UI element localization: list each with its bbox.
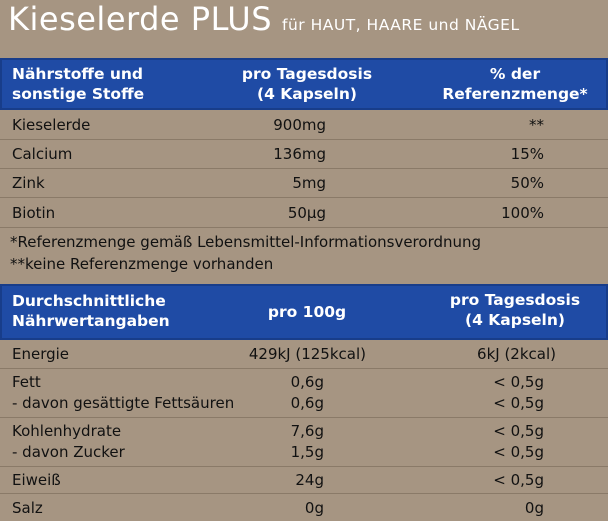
- nutrition-label: Salz: [12, 499, 43, 517]
- header-reference: % der Referenzmenge*: [430, 64, 600, 104]
- nutrient-amount: 900mg: [273, 116, 326, 134]
- nutrition-per100-sub: 1,5g: [290, 443, 324, 461]
- header-daily-dose-2-line1: pro Tagesdosis: [449, 291, 581, 309]
- nutrition-label: Fett: [12, 373, 41, 391]
- table-row: Kohlenhydrate - davon Zucker 7,6g 1,5g <…: [0, 418, 608, 467]
- nutrition-daily: < 0,5g: [493, 471, 544, 489]
- nutrient-reference: 50%: [510, 174, 544, 192]
- nutrient-amount: 5mg: [292, 174, 326, 192]
- nutrition-label: Kohlenhydrate: [12, 422, 122, 440]
- header-daily-dose-line2: (4 Kapseln): [256, 85, 357, 103]
- table-row: Energie 429kJ (125kcal) 6kJ (2kcal): [0, 341, 608, 369]
- nutrition-per100-sub: 0,6g: [290, 394, 324, 412]
- table-row: Kieselerde 900mg **: [0, 111, 608, 140]
- header-daily-dose-line1: pro Tagesdosis: [241, 65, 373, 83]
- nutrient-name: Biotin: [12, 204, 56, 222]
- nutrition-per100: 24g: [295, 471, 324, 489]
- header-daily-dose-2-line2: (4 Kapseln): [464, 311, 565, 329]
- product-subtitle: für HAUT, HAARE und NÄGEL: [282, 16, 520, 34]
- header-per-100g: pro 100g: [222, 302, 392, 322]
- header-average-values: Durchschnittliche Nährwertangaben: [12, 291, 170, 331]
- nutrition-sublabel: - davon gesättigte Fettsäuren: [12, 394, 235, 412]
- nutrient-name: Kieselerde: [12, 116, 91, 134]
- product-name: Kieselerde PLUS: [8, 0, 273, 38]
- nutrition-per100: 0,6g: [290, 373, 324, 391]
- product-title: Kieselerde PLUS für HAUT, HAARE und NÄGEL: [8, 0, 520, 46]
- table-row: Fett - davon gesättigte Fettsäuren 0,6g …: [0, 369, 608, 418]
- nutrient-name: Zink: [12, 174, 45, 192]
- table-row: Zink 5mg 50%: [0, 169, 608, 198]
- nutrient-reference: 100%: [501, 204, 544, 222]
- nutrition-per100: 0g: [304, 499, 324, 517]
- nutrition-daily-sub: < 0,5g: [493, 394, 544, 412]
- nutrition-daily: 0g: [524, 499, 544, 517]
- header-daily-dose-2: pro Tagesdosis (4 Kapseln): [430, 290, 600, 330]
- table-row: Calcium 136mg 15%: [0, 140, 608, 169]
- nutrient-table-header: Nährstoffe und sonstige Stoffe pro Tages…: [0, 58, 608, 110]
- nutrition-daily: 6kJ (2kcal): [477, 345, 556, 363]
- footnote-reference: *Referenzmenge gemäß Lebensmittel-Inform…: [10, 233, 482, 251]
- footnote-no-reference: **keine Referenzmenge vorhanden: [10, 255, 274, 273]
- table-row: Biotin 50µg 100%: [0, 198, 608, 228]
- nutrition-per100: 7,6g: [290, 422, 324, 440]
- header-reference-line1: % der: [489, 65, 541, 83]
- nutrient-name: Calcium: [12, 145, 73, 163]
- nutrition-sublabel: - davon Zucker: [12, 443, 125, 461]
- nutrition-per100: 429kJ (125kcal): [248, 345, 366, 363]
- header-nutrients-line2: sonstige Stoffe: [12, 85, 145, 103]
- header-reference-line2: Referenzmenge*: [442, 85, 588, 103]
- header-average-line2: Nährwertangaben: [12, 312, 170, 330]
- header-daily-dose: pro Tagesdosis (4 Kapseln): [222, 64, 392, 104]
- header-nutrients: Nährstoffe und sonstige Stoffe: [12, 64, 144, 104]
- nutrient-amount: 50µg: [287, 204, 326, 222]
- header-nutrients-line1: Nährstoffe und: [12, 65, 144, 83]
- header-per-100g-line1: pro 100g: [267, 303, 347, 321]
- nutrition-table-header: Durchschnittliche Nährwertangaben pro 10…: [0, 284, 608, 340]
- nutrition-label: Energie: [12, 345, 70, 363]
- nutrient-amount: 136mg: [273, 145, 326, 163]
- nutrition-daily: < 0,5g: [493, 422, 544, 440]
- nutrient-reference: 15%: [510, 145, 544, 163]
- table-row: Salz 0g 0g: [0, 494, 608, 521]
- table-row: Eiweiß 24g < 0,5g: [0, 467, 608, 494]
- nutrition-label: Eiweiß: [12, 471, 61, 489]
- nutrition-daily-sub: < 0,5g: [493, 443, 544, 461]
- header-average-line1: Durchschnittliche: [12, 292, 166, 310]
- nutrition-daily: < 0,5g: [493, 373, 544, 391]
- nutrient-reference: **: [529, 116, 544, 134]
